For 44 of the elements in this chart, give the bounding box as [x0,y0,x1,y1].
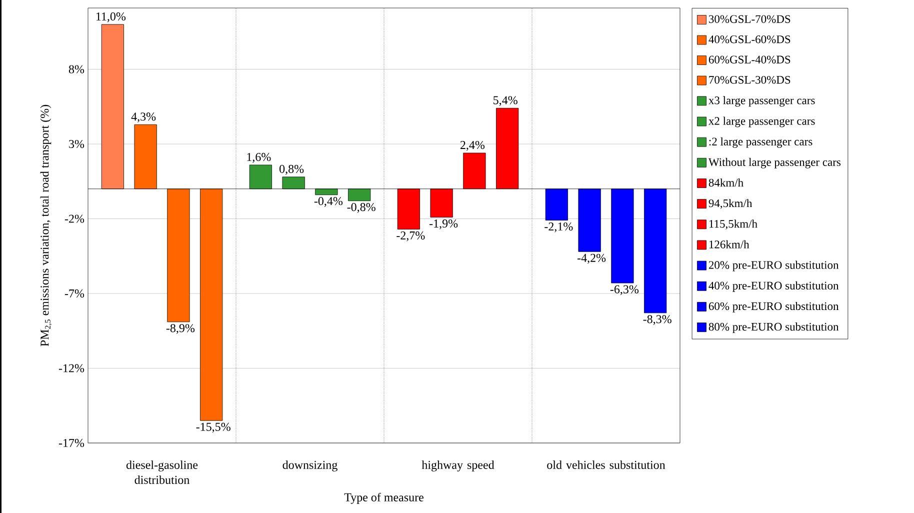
x-tick-label: highway speed [422,460,494,472]
data-label: -2,1% [544,222,573,232]
legend-label: 115,5km/h [709,220,758,230]
data-label: 5,4% [494,96,518,106]
y-tick-label: -2% [64,214,84,223]
legend-label: 40% pre-EURO substitution [708,281,839,292]
legend-label: 94,5km/h [708,199,752,209]
data-label: 11,0% [96,12,126,22]
data-label: -0,8% [347,203,376,213]
y-tick-label: 8% [68,65,84,74]
data-label: -2,7% [396,231,425,242]
data-label: 2,4% [460,140,485,151]
y-tick-label: 3% [69,140,84,148]
data-label: -4,2% [578,254,606,264]
data-label: 0,8% [280,164,304,175]
legend-label: :2 large passenger cars [709,137,812,148]
data-label: 1,6% [247,152,271,163]
legend-label: x2 large passenger cars [708,116,815,128]
x-tick-label: diesel-gasoline distribution [126,460,198,484]
x-tick-label: downsizing [282,460,338,472]
y-axis-title: PM$_{2,5}$ emissions variation, total road transport (%) [40,104,52,346]
legend-label: 70%GSL-30%DS [709,76,790,84]
x-axis-title: Type of measure [344,492,424,504]
legend-label: 20% pre-EURO substitution [708,260,839,272]
x-tick-label: old vehicles substitution [547,460,666,469]
legend-label: 30%GSL-70%DS [708,15,790,23]
y-tick-label: -7% [64,289,84,298]
data-label: -15,5% [196,422,230,433]
legend-label: 126km/h [709,240,750,248]
legend-label: 84km/h [708,178,744,187]
data-label: -1,9% [430,219,458,230]
legend-label: 60%GSL-40%DS [708,56,790,64]
y-tick-label: -12% [58,364,84,372]
y-tick-label: -17% [58,438,84,448]
data-label: -8,9% [166,324,195,334]
data-label: -8,3% [643,315,672,325]
data-label: -6,3% [610,285,639,296]
legend-label: 40%GSL-60%DS [708,35,790,44]
legend-label: 80% pre-EURO substitution [708,322,839,333]
data-label: -0,4% [314,197,343,207]
legend-label: 60% pre-EURO substitution [708,302,839,312]
legend-label: x3 large passenger cars [708,96,815,107]
data-label: 4,3% [131,112,156,122]
legend-label: Without large passenger cars [708,158,841,168]
